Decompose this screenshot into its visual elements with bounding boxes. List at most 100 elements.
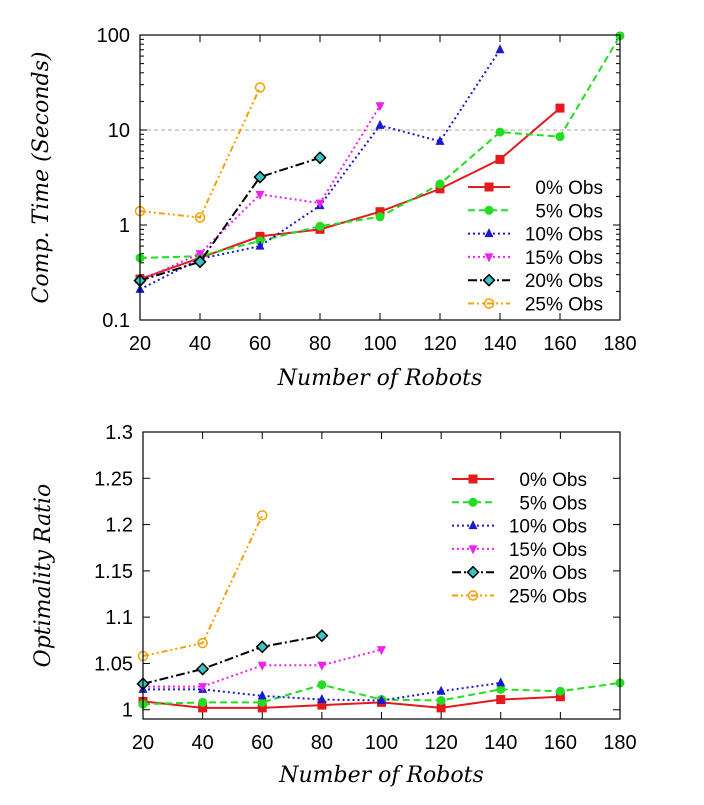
data-point bbox=[196, 662, 210, 676]
legend-marker bbox=[484, 182, 494, 192]
legend-label: 10% Obs bbox=[509, 517, 587, 538]
y-tick-label: 1.25 bbox=[94, 468, 133, 490]
legend-marker bbox=[484, 205, 494, 215]
legend-marker bbox=[468, 474, 478, 484]
x-tick-label: 140 bbox=[484, 732, 517, 754]
data-point bbox=[495, 127, 505, 137]
legend-label: 0% Obs bbox=[519, 470, 587, 491]
y-tick-label: 1.3 bbox=[105, 422, 133, 444]
data-point bbox=[317, 700, 327, 710]
data-point bbox=[317, 694, 327, 704]
data-point bbox=[198, 683, 208, 693]
legend-marker bbox=[484, 228, 494, 238]
y-tick-label: 1.2 bbox=[105, 515, 133, 537]
data-point bbox=[555, 686, 565, 696]
legend-entry: 10% Obs bbox=[468, 225, 603, 246]
y-tick-label: 1 bbox=[122, 700, 133, 722]
series-20-obs bbox=[133, 151, 327, 288]
series-25-obs bbox=[134, 82, 266, 223]
legend-entry: 5% Obs bbox=[452, 493, 587, 514]
legend-label: 5% Obs bbox=[519, 493, 587, 514]
data-point bbox=[315, 629, 329, 643]
data-point bbox=[496, 695, 506, 705]
data-point bbox=[436, 695, 446, 705]
data-point bbox=[194, 212, 206, 223]
legend-marker bbox=[468, 545, 478, 555]
x-tick-label: 120 bbox=[424, 732, 457, 754]
optimality-ratio-chart: 20 40 60 80 100 120 140 160 180 1 1.05 1.1 1.15 1.2 1.… bbox=[31, 422, 637, 788]
x-tick-label: 80 bbox=[311, 732, 333, 754]
legend-label: 25% Obs bbox=[525, 295, 603, 316]
legend-label: 20% Obs bbox=[525, 271, 603, 292]
data-point bbox=[496, 677, 506, 687]
x-tick-label: 180 bbox=[603, 732, 636, 754]
data-point bbox=[315, 199, 325, 209]
x-axis-title: Number of Robots bbox=[278, 763, 484, 788]
data-point bbox=[317, 661, 327, 671]
data-point bbox=[436, 685, 446, 695]
data-point bbox=[253, 170, 267, 184]
data-point bbox=[315, 221, 325, 231]
x-tick-label: 60 bbox=[251, 732, 273, 754]
y-tick-label: 1 bbox=[119, 215, 130, 237]
data-point bbox=[496, 684, 506, 694]
y-tick-label: 10 bbox=[108, 120, 130, 142]
x-tick-label: 60 bbox=[249, 333, 271, 355]
computation-time-chart: 20 40 60 80 100 120 140 160 180 0.1 1 10 100 0% Obs5%… bbox=[29, 25, 637, 391]
x-tick-label: 20 bbox=[132, 732, 154, 754]
data-point bbox=[198, 697, 208, 707]
series-line bbox=[142, 695, 561, 709]
legend-marker bbox=[484, 253, 494, 263]
data-point bbox=[198, 703, 208, 713]
legend-marker bbox=[467, 590, 479, 601]
data-point bbox=[495, 154, 505, 164]
x-tick-label: 20 bbox=[129, 333, 151, 355]
series-10-obs bbox=[138, 677, 506, 704]
series-25-obs bbox=[137, 510, 268, 662]
x-tick-label: 160 bbox=[543, 333, 576, 355]
data-point bbox=[435, 184, 445, 194]
data-point bbox=[317, 680, 327, 690]
data-point bbox=[375, 119, 385, 129]
data-point bbox=[257, 510, 268, 521]
legend-entry: 15% Obs bbox=[468, 248, 603, 269]
data-point bbox=[257, 697, 267, 707]
x-axis-title: Number of Robots bbox=[277, 366, 483, 391]
legend-label: 15% Obs bbox=[525, 248, 603, 269]
series-line bbox=[139, 49, 501, 291]
legend-marker bbox=[468, 520, 478, 530]
data-point bbox=[257, 703, 267, 713]
data-point bbox=[555, 103, 565, 113]
legend-entry: 25% Obs bbox=[452, 587, 587, 608]
y-axis-title: Comp. Time (Seconds) bbox=[29, 52, 54, 304]
legend-marker bbox=[466, 565, 480, 579]
legend-entry: 5% Obs bbox=[468, 201, 603, 222]
x-tick-label: 100 bbox=[363, 333, 396, 355]
data-point bbox=[255, 240, 265, 250]
y-tick-label: 100 bbox=[97, 25, 130, 47]
series-line bbox=[139, 156, 321, 282]
series-20-obs bbox=[136, 629, 329, 691]
series-line bbox=[142, 514, 264, 658]
legend-entry: 10% Obs bbox=[452, 517, 587, 538]
legend-label: 5% Obs bbox=[535, 201, 603, 222]
data-point bbox=[195, 250, 205, 260]
y-tick-label: 1.1 bbox=[105, 607, 133, 629]
x-tick-label: 140 bbox=[483, 333, 516, 355]
data-point bbox=[257, 661, 267, 671]
legend-marker bbox=[483, 298, 495, 309]
data-point bbox=[555, 132, 565, 142]
y-tick-label: 1.15 bbox=[94, 561, 133, 583]
legend-label: 0% Obs bbox=[535, 178, 603, 199]
data-point bbox=[197, 637, 208, 649]
y-tick-label: 1.05 bbox=[94, 653, 133, 675]
data-point bbox=[257, 690, 267, 700]
legend-label: 15% Obs bbox=[509, 540, 587, 561]
legend-entry: 25% Obs bbox=[468, 295, 603, 316]
plot-frame bbox=[142, 431, 621, 720]
data-point bbox=[495, 44, 505, 54]
data-point bbox=[377, 646, 386, 656]
data-point bbox=[255, 640, 269, 654]
y-axis-title: Optimality Ratio bbox=[31, 484, 56, 668]
